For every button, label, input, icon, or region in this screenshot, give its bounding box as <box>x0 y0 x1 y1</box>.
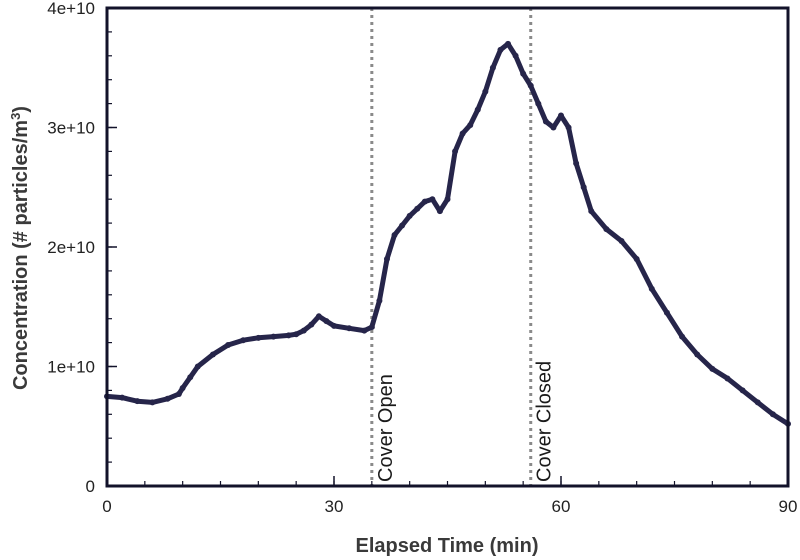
x-tick-label: 30 <box>325 497 344 516</box>
data-trace <box>104 41 791 427</box>
y-axis-title-sup: 3 <box>8 113 23 120</box>
y-tick-label: 0 <box>86 477 95 496</box>
y-axis-title-close: ) <box>10 106 32 113</box>
y-tick-label: 1e+10 <box>47 358 95 377</box>
annotation-label: Cover Closed <box>534 361 556 482</box>
y-axis-title: Concentration (# particles/m3) <box>8 106 32 390</box>
data-points <box>104 40 791 427</box>
y-tick-label: 3e+10 <box>47 119 95 138</box>
y-tick-label: 2e+10 <box>47 238 95 257</box>
x-axis-title: Elapsed Time (min) <box>355 535 538 557</box>
x-tick-label: 0 <box>102 497 111 516</box>
x-tick-label: 90 <box>779 497 798 516</box>
axis-ticks: 0 30 60 90 0 1e+10 2e+10 3e+10 4e+10 <box>47 0 797 516</box>
y-axis-title-main: Concentration (# particles/m <box>10 120 32 390</box>
annotation-label: Cover Open <box>375 374 397 482</box>
plot-frame <box>105 6 790 488</box>
annotations: Cover Open Cover Closed <box>375 361 556 482</box>
y-tick-label: 4e+10 <box>47 0 95 18</box>
x-tick-label: 60 <box>552 497 571 516</box>
